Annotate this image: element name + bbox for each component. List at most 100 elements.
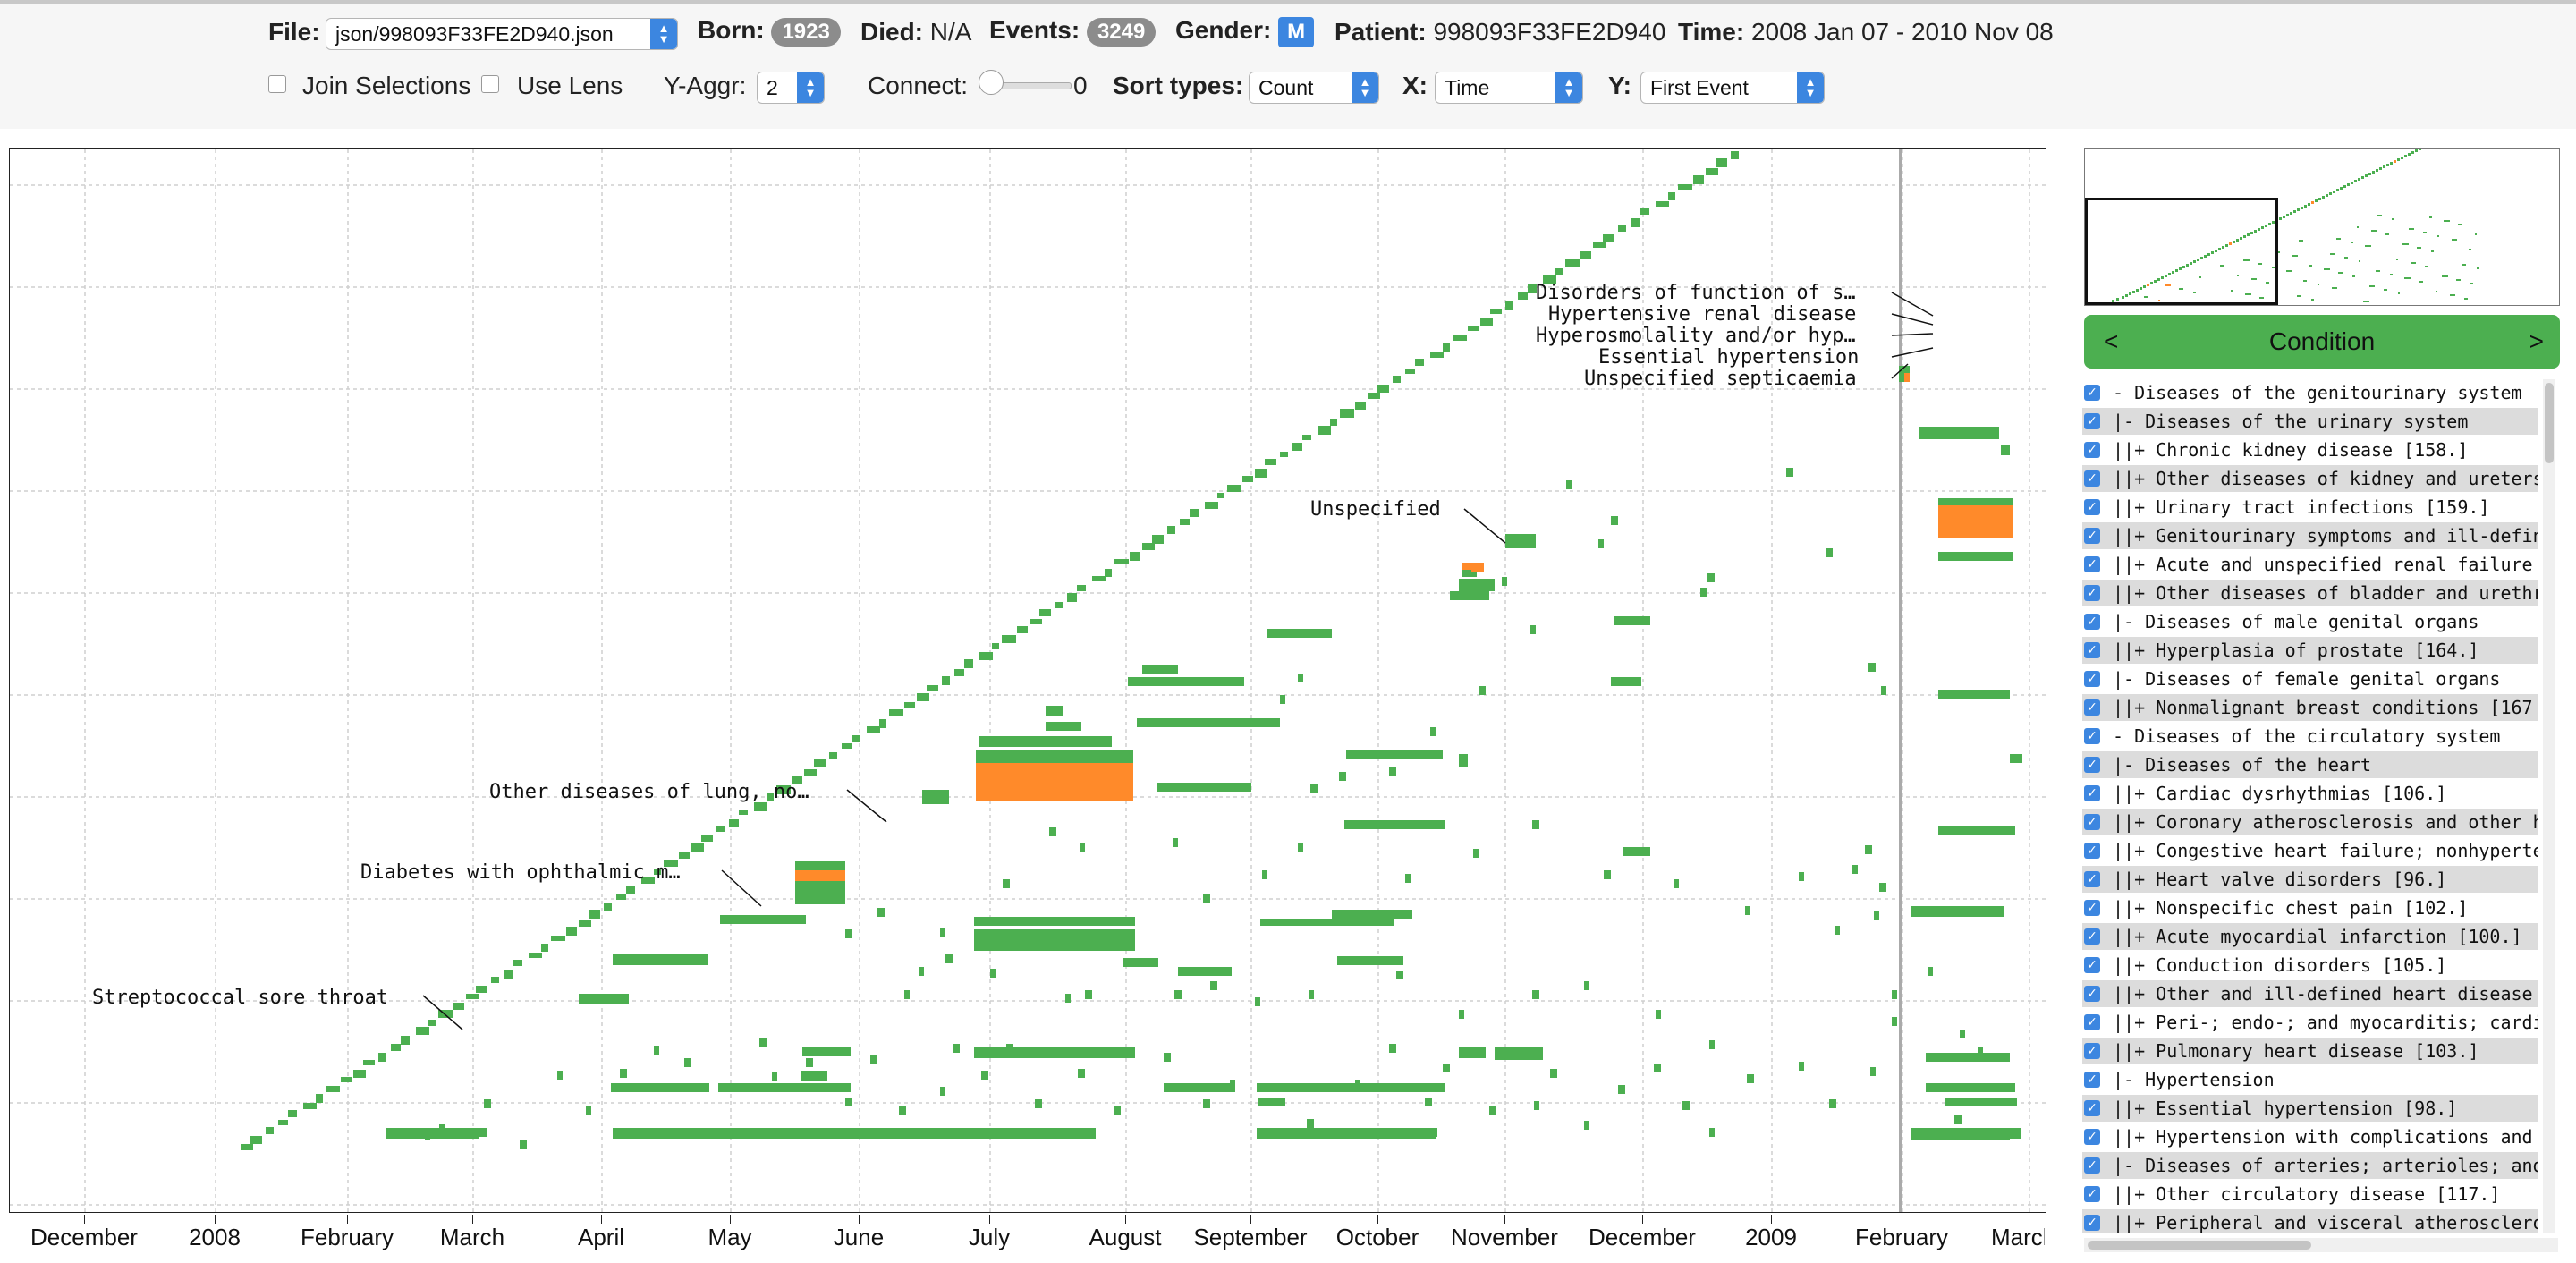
- tree-item-checkbox[interactable]: ✓: [2084, 470, 2100, 487]
- tree-item[interactable]: ✓ |- Diseases of the urinary system: [2082, 408, 2538, 435]
- tree-item-checkbox[interactable]: ✓: [2084, 1014, 2100, 1030]
- minimap-mark: [2469, 249, 2471, 250]
- minimap-mark: [2458, 224, 2462, 225]
- tree-item-checkbox[interactable]: ✓: [2084, 843, 2100, 859]
- tree-horizontal-scrollbar[interactable]: [2084, 1238, 2558, 1252]
- tree-item[interactable]: ✓ ||+ Acute myocardial infarction [100.]: [2082, 923, 2538, 950]
- tree-item[interactable]: ✓ - Diseases of the circulatory system: [2082, 723, 2538, 750]
- tree-item[interactable]: ✓ ||+ Nonspecific chest pain [102.]: [2082, 894, 2538, 921]
- tree-item-checkbox[interactable]: ✓: [2084, 442, 2100, 458]
- minimap-mark: [2392, 218, 2394, 220]
- tree-item-checkbox[interactable]: ✓: [2084, 385, 2100, 401]
- tree-item-checkbox[interactable]: ✓: [2084, 1186, 2100, 1202]
- tree-item-checkbox[interactable]: ✓: [2084, 757, 2100, 773]
- tree-item-label: ||+ Congestive heart failure; nonhyperte…: [2113, 837, 2538, 864]
- tree-item[interactable]: ✓ ||+ Congestive heart failure; nonhypert…: [2082, 837, 2538, 864]
- minimap-mark: [2464, 298, 2468, 300]
- tree-item[interactable]: ✓ ||+ Nonmalignant breast conditions [167: [2082, 694, 2538, 721]
- tree-item[interactable]: ✓ ||+ Conduction disorders [105.]: [2082, 952, 2538, 979]
- tree-item[interactable]: ✓ |- Diseases of arteries; arterioles; an…: [2082, 1152, 2538, 1179]
- tree-item-checkbox[interactable]: ✓: [2084, 671, 2100, 687]
- minimap-mark: [2436, 291, 2437, 292]
- tree-item[interactable]: ✓ ||+ Acute and unspecified renal failure: [2082, 551, 2538, 578]
- nav-next-button[interactable]: >: [2529, 315, 2544, 369]
- minimap-mark: [2343, 185, 2346, 188]
- x-tick-mark: [472, 1215, 473, 1224]
- scroll-thumb[interactable]: [2088, 1241, 2311, 1250]
- tree-vertical-scrollbar[interactable]: [2543, 379, 2555, 1233]
- x-axis-select[interactable]: Time ▲ ▼: [1435, 72, 1583, 104]
- sort-types-select[interactable]: Count ▲ ▼: [1249, 72, 1379, 104]
- timeline-plot[interactable]: Disorders of function of s… Hypertensive …: [9, 148, 2046, 1213]
- connect-slider-handle[interactable]: [979, 70, 1004, 95]
- tree-item-checkbox[interactable]: ✓: [2084, 528, 2100, 544]
- tree-item-checkbox[interactable]: ✓: [2084, 1157, 2100, 1174]
- tree-item[interactable]: ✓ ||+ Urinary tract infections [159.]: [2082, 494, 2538, 521]
- minimap-mark: [2359, 260, 2360, 262]
- join-selections-checkbox[interactable]: [268, 75, 286, 93]
- annotation-label: Disorders of function of s…: [1536, 282, 1856, 304]
- tree-item[interactable]: ✓ ||+ Hyperplasia of prostate [164.]: [2082, 637, 2538, 664]
- tree-item[interactable]: ✓ ||+ Other and ill-defined heart disease: [2082, 980, 2538, 1007]
- tree-item-checkbox[interactable]: ✓: [2084, 1043, 2100, 1059]
- tree-item-label: ||+ Nonmalignant breast conditions [167: [2113, 694, 2533, 721]
- annotation-leader: [1892, 364, 1908, 378]
- patient-value: 998093F33FE2D940: [1433, 18, 1665, 46]
- tree-item[interactable]: ✓ ||+ Essential hypertension [98.]: [2082, 1095, 2538, 1122]
- tree-item[interactable]: ✓ ||+ Peri-; endo-; and myocarditis; card…: [2082, 1009, 2538, 1036]
- tree-item[interactable]: ✓ ||+ Heart valve disorders [96.]: [2082, 866, 2538, 893]
- tree-item-checkbox[interactable]: ✓: [2084, 900, 2100, 916]
- tree-item-checkbox[interactable]: ✓: [2084, 585, 2100, 601]
- tree-item[interactable]: ✓ |- Diseases of female genital organs: [2082, 665, 2538, 692]
- file-select-value: json/998093F33FE2D940.json: [335, 22, 614, 46]
- scroll-thumb[interactable]: [2545, 383, 2554, 463]
- tree-item[interactable]: ✓ ||+ Genitourinary symptoms and ill-defi…: [2082, 522, 2538, 549]
- minimap-viewport[interactable]: [2085, 198, 2278, 305]
- tree-item-checkbox[interactable]: ✓: [2084, 785, 2100, 801]
- minimap-mark: [2293, 210, 2296, 213]
- minimap-mark: [2376, 270, 2380, 272]
- tree-item[interactable]: ✓ ||+ Chronic kidney disease [158.]: [2082, 437, 2538, 463]
- tree-item[interactable]: ✓ ||+ Other circulatory disease [117.]: [2082, 1181, 2538, 1208]
- tree-item[interactable]: ✓ |- Hypertension: [2082, 1066, 2538, 1093]
- tree-item-checkbox[interactable]: ✓: [2084, 957, 2100, 973]
- tree-item[interactable]: ✓ |- Diseases of male genital organs: [2082, 608, 2538, 635]
- tree-item-checkbox[interactable]: ✓: [2084, 499, 2100, 515]
- use-lens-checkbox[interactable]: [481, 75, 499, 93]
- tree-item-checkbox[interactable]: ✓: [2084, 986, 2100, 1002]
- minimap-mark: [2368, 173, 2371, 175]
- tree-item[interactable]: ✓ ||+ Pulmonary heart disease [103.]: [2082, 1038, 2538, 1064]
- tree-item-checkbox[interactable]: ✓: [2084, 556, 2100, 572]
- tree-item-checkbox[interactable]: ✓: [2084, 728, 2100, 744]
- tree-item-checkbox[interactable]: ✓: [2084, 642, 2100, 658]
- y-aggr-select[interactable]: 2 ▲ ▼: [757, 72, 825, 104]
- tree-item[interactable]: ✓ ||+ Peripheral and visceral atheroscler…: [2082, 1209, 2538, 1233]
- tree-item-checkbox[interactable]: ✓: [2084, 814, 2100, 830]
- overview-minimap[interactable]: [2084, 148, 2560, 306]
- minimap-mark: [2344, 257, 2348, 259]
- tree-item-checkbox[interactable]: ✓: [2084, 871, 2100, 887]
- tree-item[interactable]: ✓ ||+ Hypertension with complications and: [2082, 1123, 2538, 1150]
- minimap-mark: [2404, 277, 2411, 279]
- tree-item-label: |- Diseases of the heart: [2113, 751, 2371, 778]
- tree-item-checkbox[interactable]: ✓: [2084, 928, 2100, 945]
- tree-item[interactable]: ✓ ||+ Cardiac dysrhythmias [106.]: [2082, 780, 2538, 807]
- tree-item-checkbox[interactable]: ✓: [2084, 699, 2100, 716]
- x-tick-label: April: [578, 1224, 624, 1251]
- tree-item[interactable]: ✓ - Diseases of the genitourinary system: [2082, 379, 2538, 406]
- tree-item[interactable]: ✓ |- Diseases of the heart: [2082, 751, 2538, 778]
- tree-item[interactable]: ✓ ||+ Other diseases of bladder and ureth…: [2082, 580, 2538, 606]
- minimap-mark: [2324, 268, 2330, 270]
- tree-item[interactable]: ✓ ||+ Coronary atherosclerosis and other …: [2082, 809, 2538, 835]
- tree-item-checkbox[interactable]: ✓: [2084, 413, 2100, 429]
- x-tick-label: May: [708, 1224, 751, 1251]
- tree-item-checkbox[interactable]: ✓: [2084, 1215, 2100, 1231]
- tree-item-checkbox[interactable]: ✓: [2084, 1072, 2100, 1088]
- tree-item-checkbox[interactable]: ✓: [2084, 1129, 2100, 1145]
- y-axis-select[interactable]: First Event ▲ ▼: [1640, 72, 1825, 104]
- tree-item[interactable]: ✓ ||+ Other diseases of kidney and ureter…: [2082, 465, 2538, 492]
- x-tick-mark: [730, 1215, 731, 1224]
- tree-item-checkbox[interactable]: ✓: [2084, 614, 2100, 630]
- file-select[interactable]: json/998093F33FE2D940.json ▲ ▼: [326, 18, 678, 50]
- tree-item-checkbox[interactable]: ✓: [2084, 1100, 2100, 1116]
